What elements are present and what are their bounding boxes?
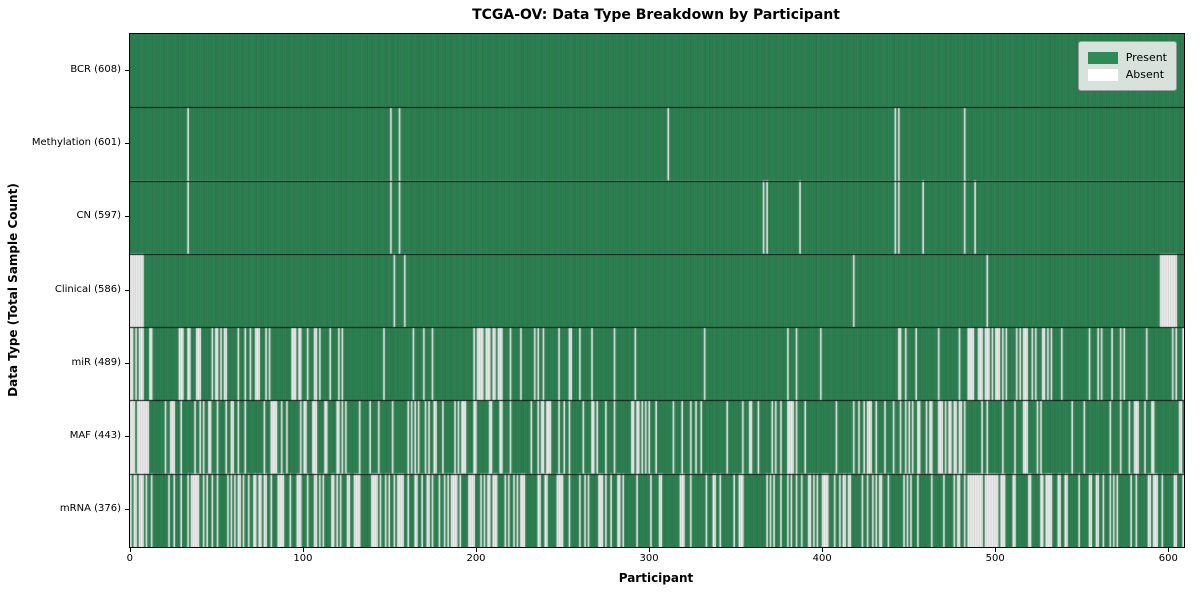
ytick-mark [125,143,129,144]
xtick-mark [303,548,304,552]
xtick-mark [822,548,823,552]
heatmap-canvas [130,34,1184,547]
xtick-mark [995,548,996,552]
ytick-label-mRNA: mRNA (376) [59,503,121,515]
xtick-label-200: 200 [466,553,486,564]
x-axis-label: Participant [618,571,694,585]
chart-title: TCGA-OV: Data Type Breakdown by Particip… [472,7,840,23]
xtick-label-400: 400 [812,553,832,564]
ytick-label-BCR: BCR (608) [70,63,121,75]
ytick-mark [125,216,129,217]
ytick-label-Methylation: Methylation (601) [31,136,121,148]
legend-label-absent: Absent [1125,68,1165,81]
ytick-label-MAF: MAF (443) [69,430,121,442]
legend-item-absent: Absent [1087,66,1167,83]
xtick-label-300: 300 [639,553,659,564]
ytick-mark [125,436,129,437]
xtick-label-0: 0 [126,553,134,564]
ytick-label-CN: CN (597) [76,210,121,222]
xtick-label-500: 500 [985,553,1005,564]
legend: Present Absent [1077,41,1177,91]
legend-swatch-present [1087,51,1118,64]
legend-label-present: Present [1125,51,1167,64]
ytick-mark [125,70,129,71]
plot-area: Present Absent [129,33,1185,548]
xtick-mark [476,548,477,552]
xtick-mark [1168,548,1169,552]
ytick-label-miR: miR (489) [71,356,121,368]
ytick-label-Clinical: Clinical (586) [54,283,121,295]
xtick-mark [130,548,131,552]
xtick-mark [649,548,650,552]
ytick-mark [125,509,129,510]
ytick-mark [125,290,129,291]
legend-item-present: Present [1087,49,1167,66]
ytick-mark [125,363,129,364]
legend-swatch-absent [1087,68,1118,81]
xtick-label-600: 600 [1158,553,1178,564]
xtick-label-100: 100 [293,553,313,564]
